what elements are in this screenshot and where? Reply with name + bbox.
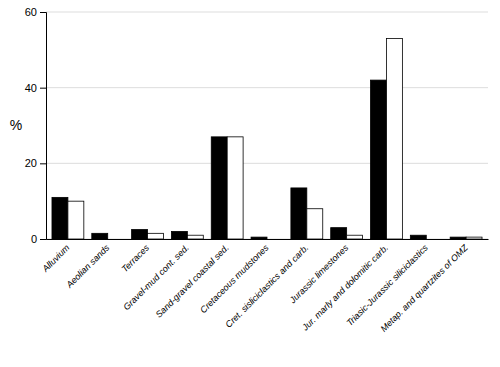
plot: 0 20 40 60 AlluviumAeolian sandsTerracesGrav… <box>10 6 489 334</box>
x-tick-label: Alluvium <box>40 242 72 274</box>
x-tick-label: Cretaceous mudstones <box>198 242 271 315</box>
x-tick: Gravel-mud cont. sed. <box>121 239 191 312</box>
bar <box>371 80 387 239</box>
bar <box>132 230 148 239</box>
bar <box>251 237 267 239</box>
y-tick-mark <box>40 88 46 89</box>
y-tick: 60 <box>25 6 46 18</box>
y-tick-label: 0 <box>31 233 37 245</box>
grid <box>46 12 488 239</box>
bar <box>108 239 124 240</box>
bar <box>227 137 243 239</box>
bar <box>450 237 466 239</box>
x-tick-label: Triasic-Jurassic siliciclastics <box>344 242 430 328</box>
x-axis: AlluviumAeolian sandsTerracesGravel-mud … <box>40 239 489 334</box>
bar <box>68 201 84 239</box>
bars <box>52 38 482 239</box>
y-tick-mark <box>40 12 46 13</box>
y-tick: 20 <box>25 157 46 169</box>
y-tick: 40 <box>25 82 46 94</box>
x-tick: Cret. sisliciclastics and carb. <box>223 239 310 330</box>
bar <box>267 239 283 240</box>
chart: 0 20 40 60 AlluviumAeolian sandsTerracesGrav… <box>0 0 500 367</box>
bar <box>307 209 323 239</box>
x-tick: Metap. and quartzites of OMZ <box>378 239 470 334</box>
x-tick: Sand-gravel coastal sed. <box>154 239 231 320</box>
y-tick-label: 20 <box>25 157 37 169</box>
x-tick-label: Metap. and quartzites of OMZ <box>378 242 470 334</box>
y-axis: 0 20 40 60 <box>25 6 47 245</box>
x-tick: Alluvium <box>40 239 72 274</box>
bar <box>410 235 426 239</box>
bar <box>331 228 347 239</box>
y-tick-label: 60 <box>25 6 37 18</box>
bar <box>347 235 363 239</box>
bar <box>92 233 108 239</box>
series <box>68 38 482 239</box>
grid-line <box>46 12 488 13</box>
bar <box>148 233 164 239</box>
bar <box>187 235 203 239</box>
x-tick: Jur. marly and dolomitic carb. <box>299 239 390 333</box>
x-tick-label: Cret. sisliciclastics and carb. <box>223 243 310 330</box>
x-tick: Terraces <box>120 239 152 274</box>
x-tick: Aeolian sands <box>64 239 112 290</box>
x-tick-label: Gravel-mud cont. sed. <box>121 243 191 313</box>
x-tick-label: Terraces <box>120 242 152 274</box>
y-tick: 0 <box>31 233 46 245</box>
y-tick-mark <box>40 163 46 164</box>
bar <box>426 239 442 240</box>
bar <box>211 137 227 239</box>
y-axis-title: % <box>10 117 22 133</box>
bar <box>291 188 307 239</box>
x-tick: Cretaceous mudstones <box>198 239 271 315</box>
y-axis-line <box>40 13 47 240</box>
bar <box>466 237 482 239</box>
grid-line <box>46 87 488 88</box>
x-axis-line <box>47 239 489 240</box>
x-tick-label: Sand-gravel coastal sed. <box>154 243 231 320</box>
bar <box>386 38 402 239</box>
bar <box>171 231 187 239</box>
y-tick-label: 40 <box>25 82 37 94</box>
x-tick: Triasic-Jurassic siliciclastics <box>344 239 430 328</box>
x-tick-label: Aeolian sands <box>64 242 112 290</box>
series <box>52 80 466 239</box>
y-tick-mark <box>40 239 46 240</box>
grid-line <box>46 163 488 164</box>
bar <box>52 197 68 239</box>
